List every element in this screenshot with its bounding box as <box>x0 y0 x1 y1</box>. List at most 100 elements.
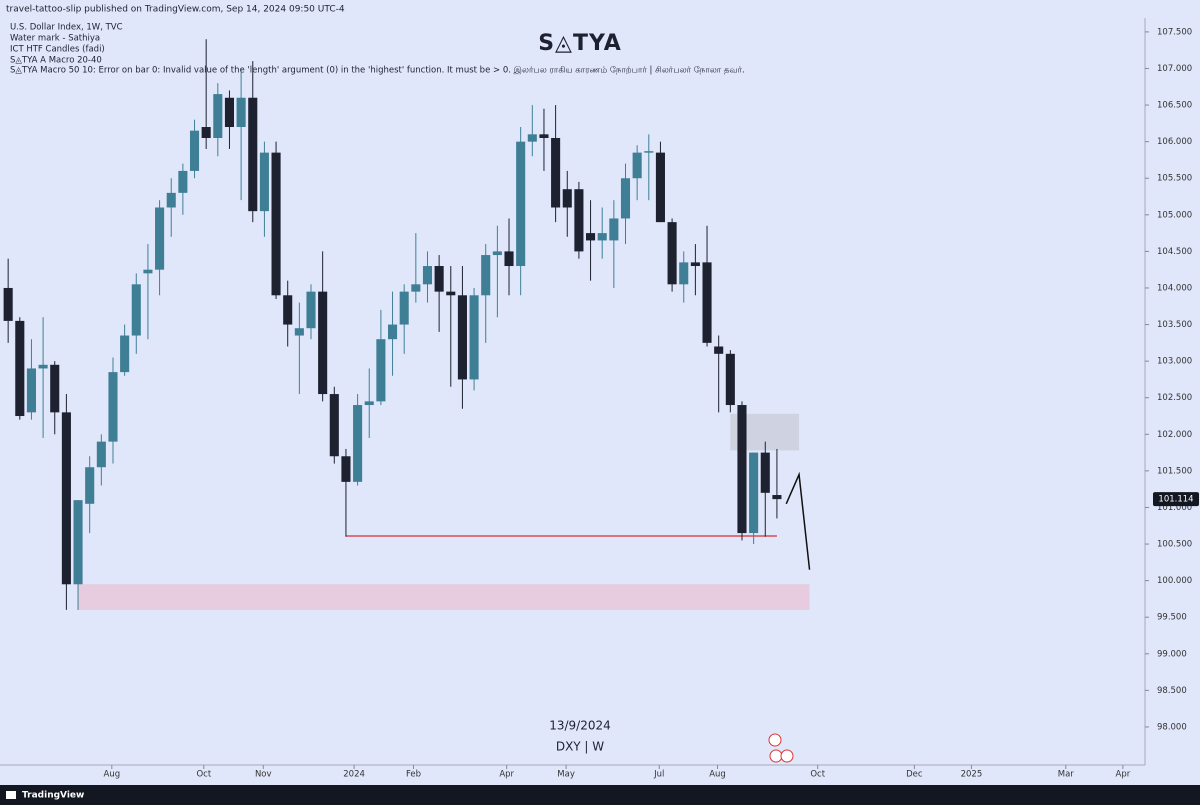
candle-body <box>620 178 631 219</box>
watermark-symbol: DXY | W <box>556 740 604 754</box>
footer-brand: TradingView <box>22 791 84 801</box>
candle-body <box>189 130 200 171</box>
y-tick-label: 106.000 <box>1157 137 1192 147</box>
candle-body <box>586 233 596 241</box>
candle-body <box>271 152 281 296</box>
watermark-date: 13/9/2024 <box>549 719 611 733</box>
candle-body <box>61 412 71 585</box>
candle-body <box>294 328 304 336</box>
candle-body <box>446 291 456 296</box>
candle-body <box>143 269 153 274</box>
candle-body <box>283 295 293 325</box>
candle-body <box>26 368 36 413</box>
candle-body <box>224 97 235 128</box>
candle-body <box>609 218 619 241</box>
y-tick-label: 101.000 <box>1157 503 1192 513</box>
candle-body <box>632 152 642 179</box>
candle-body <box>690 262 700 267</box>
candle-body <box>259 152 269 212</box>
projection-line <box>785 471 811 570</box>
last-price-box <box>1153 492 1199 507</box>
candle-body <box>574 189 584 252</box>
x-tick-label: Dec <box>906 770 923 780</box>
candle-body <box>481 255 491 296</box>
candle-body <box>551 137 561 208</box>
x-tick-label: Aug <box>709 770 726 780</box>
legend-line: ICT HTF Candles (fadi) <box>10 45 105 55</box>
y-tick-label: 98.000 <box>1157 722 1187 732</box>
header: travel-tattoo-slip published on TradingV… <box>6 5 345 15</box>
candle-body <box>155 207 165 270</box>
y-tick-label: 101.500 <box>1157 466 1192 476</box>
zone <box>78 584 810 610</box>
candle-body <box>131 284 141 336</box>
x-tick-label: Nov <box>255 770 272 780</box>
x-tick-label: Apr <box>1116 770 1131 780</box>
y-tick-label: 100.500 <box>1157 540 1192 550</box>
candle-body <box>562 189 572 208</box>
y-tick-label: 100.000 <box>1157 576 1192 586</box>
candle-body <box>504 251 514 267</box>
candle-body <box>749 452 759 534</box>
y-tick-label: 103.000 <box>1157 357 1192 367</box>
x-tick-label: 2025 <box>961 770 983 780</box>
candle-body <box>655 152 665 223</box>
candle-body <box>201 127 211 138</box>
candle-body <box>50 364 60 413</box>
x-tick-label: Aug <box>104 770 121 780</box>
y-tick-label: 98.500 <box>1157 686 1187 696</box>
y-tick-label: 99.000 <box>1157 649 1187 659</box>
event-icon[interactable] <box>780 749 794 763</box>
y-tick-label: 104.000 <box>1157 283 1192 293</box>
candle-body <box>725 353 735 406</box>
candle-body <box>38 364 48 369</box>
candle-body <box>714 346 724 354</box>
footer-logo <box>6 791 16 799</box>
candle-body <box>737 405 747 534</box>
x-tick-label: May <box>557 770 575 780</box>
candle-body <box>248 97 258 212</box>
candle-body <box>702 262 712 343</box>
candle-body <box>679 262 689 285</box>
candle-body <box>434 266 444 292</box>
y-tick-label: 106.500 <box>1157 101 1192 111</box>
candle-body <box>457 295 467 380</box>
candle-body <box>120 335 130 373</box>
candle-body <box>760 452 770 493</box>
candle-body <box>516 141 526 267</box>
candle-body <box>108 372 118 442</box>
legend-line: U.S. Dollar Index, 1W, TVC <box>10 23 123 33</box>
candle-body <box>527 134 537 142</box>
y-tick-label: 99.500 <box>1157 613 1187 623</box>
y-tick-label: 104.500 <box>1157 247 1192 257</box>
legend-line: S◬TYA Macro 50 10: Error on bar 0: Inval… <box>10 66 745 76</box>
candle-body <box>178 170 188 193</box>
candle-body <box>96 441 106 468</box>
x-tick-label: 2024 <box>343 770 365 780</box>
event-icon[interactable] <box>769 749 783 763</box>
y-tick-label: 102.500 <box>1157 393 1192 403</box>
candle-body <box>166 192 176 208</box>
candle-body <box>399 291 409 325</box>
candle-body <box>236 97 246 128</box>
candle-body <box>667 222 677 285</box>
y-tick-label: 105.500 <box>1157 174 1192 184</box>
candle-body <box>492 251 502 256</box>
candle-body <box>3 287 13 321</box>
candle-body <box>644 151 654 153</box>
candle-body <box>469 295 479 380</box>
candle-body <box>539 134 549 138</box>
candle-body <box>411 284 421 292</box>
candle-body <box>772 495 782 500</box>
x-tick-label: Jul <box>653 770 664 780</box>
candle-body <box>422 266 433 285</box>
candle-body <box>341 456 351 482</box>
y-tick-label: 105.000 <box>1157 210 1192 220</box>
x-tick-label: Oct <box>810 770 825 780</box>
chart-title: S◬TYA <box>538 31 622 56</box>
y-tick-label: 107.500 <box>1157 27 1192 37</box>
candle-body <box>306 291 316 329</box>
event-icon[interactable] <box>768 733 782 747</box>
candle-body <box>387 324 398 340</box>
